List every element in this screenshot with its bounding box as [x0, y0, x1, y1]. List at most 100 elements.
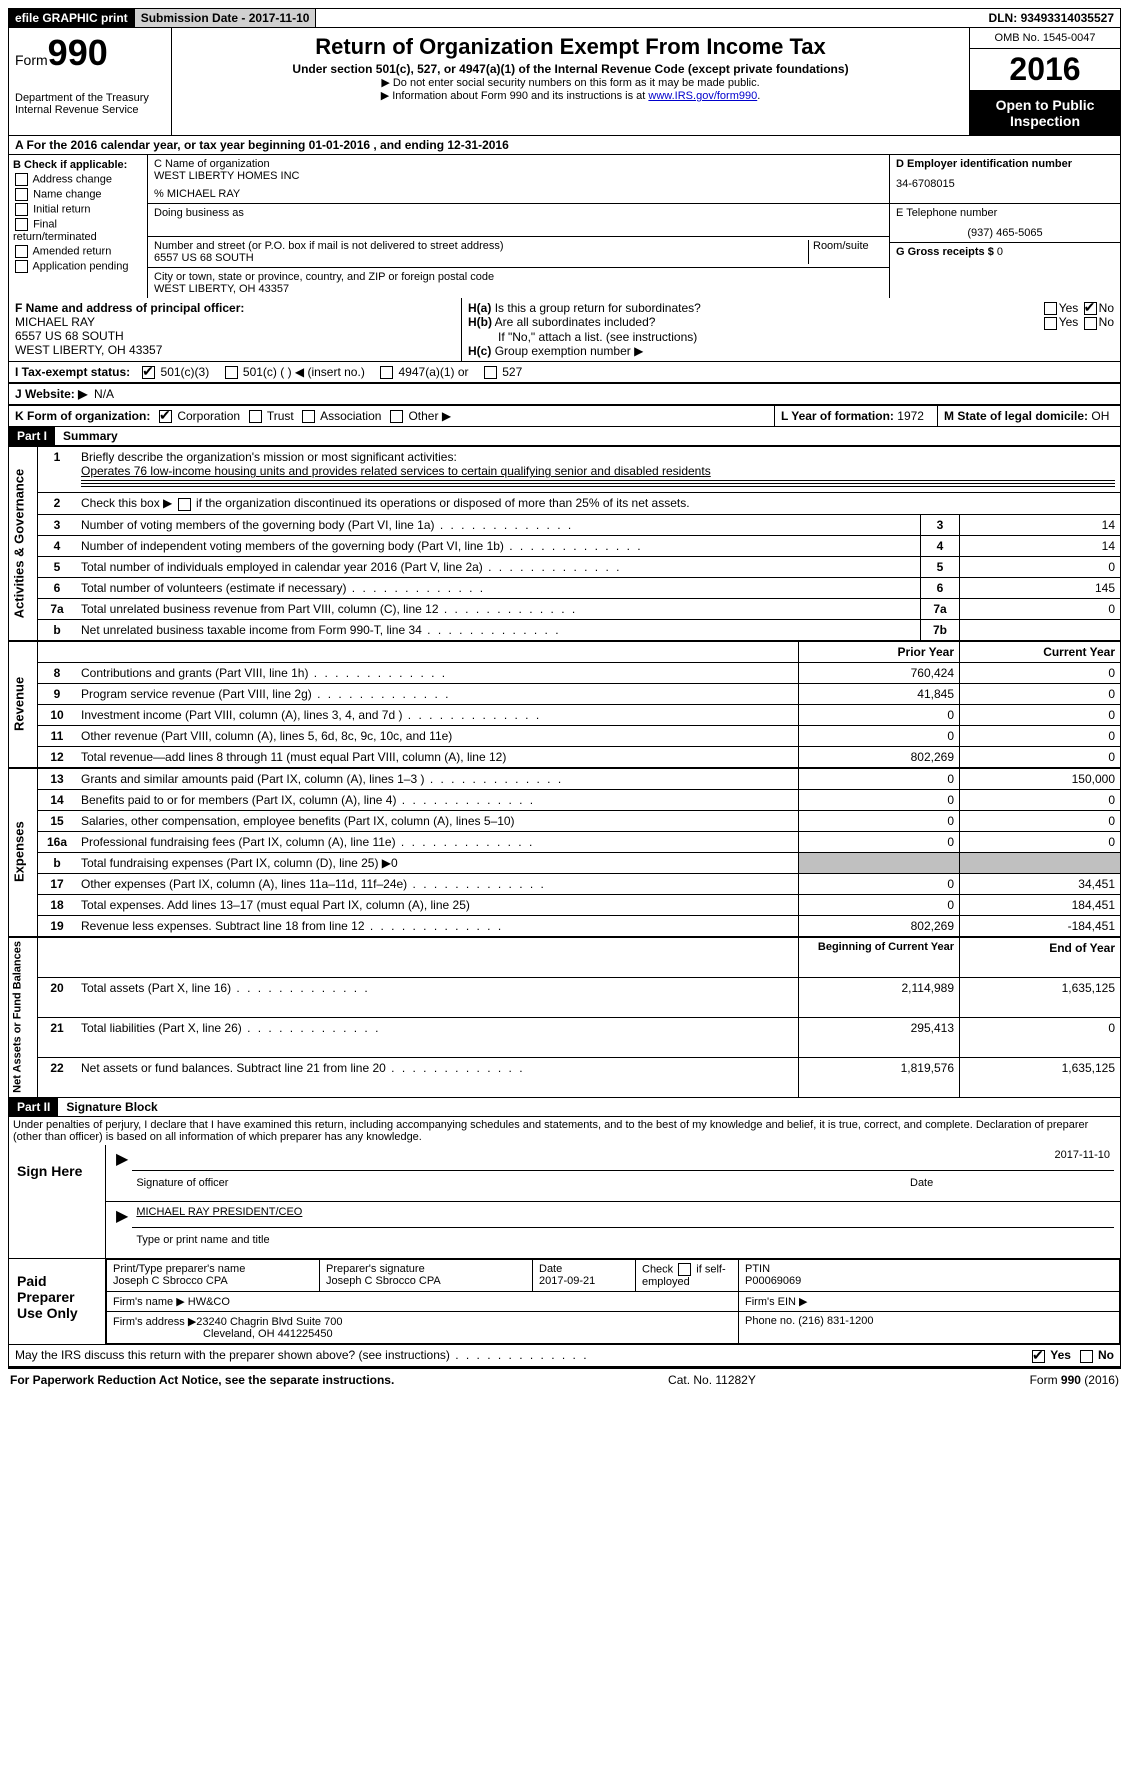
date-label: Date [906, 1175, 1114, 1199]
revenue-table: Revenue Prior YearCurrent Year 8Contribu… [8, 641, 1121, 768]
line7a-val: 0 [960, 598, 1121, 619]
form-number: 990 [48, 32, 108, 73]
k-other[interactable] [390, 410, 403, 423]
form-title: Return of Organization Exempt From Incom… [182, 34, 959, 60]
efile-label: efile GRAPHIC print [9, 9, 135, 27]
side-activities: Activities & Governance [9, 447, 38, 640]
cat-number: Cat. No. 11282Y [668, 1373, 756, 1387]
firm-ein-label: Firm's EIN ▶ [739, 1292, 1120, 1312]
prior-year-header: Prior Year [799, 641, 960, 662]
i-501c3[interactable] [142, 366, 155, 379]
officer-name: MICHAEL RAY [15, 315, 455, 329]
form-subtitle: Under section 501(c), 527, or 4947(a)(1)… [182, 62, 959, 76]
line5-val: 0 [960, 556, 1121, 577]
side-revenue: Revenue [9, 641, 38, 767]
org-name-label: C Name of organization [154, 158, 883, 170]
i-501c[interactable] [225, 366, 238, 379]
section-bcdeg: B Check if applicable: Address change Na… [8, 155, 1121, 298]
website: N/A [94, 387, 114, 401]
org-name: WEST LIBERTY HOMES INC [154, 170, 883, 182]
summary-table: Activities & Governance 1 Briefly descri… [8, 446, 1121, 640]
l-value: 1972 [897, 409, 924, 423]
check-amended[interactable]: Amended return [13, 245, 143, 258]
irs-link[interactable]: www.IRS.gov/form990 [648, 90, 757, 102]
current-year-header: Current Year [960, 641, 1121, 662]
k-trust[interactable] [249, 410, 262, 423]
room-label: Room/suite [809, 240, 883, 264]
k-label: K Form of organization: [15, 409, 150, 423]
hb-no[interactable] [1084, 317, 1097, 330]
signature-block: Sign Here ▶ 2017-11-10 ▶ Signature of of… [8, 1145, 1121, 1259]
l-label: L Year of formation: [781, 409, 894, 423]
m-value: OH [1091, 409, 1109, 423]
line6-val: 145 [960, 577, 1121, 598]
k-corp[interactable] [159, 410, 172, 423]
h-ifno: If "No," attach a list. (see instruction… [468, 330, 1114, 344]
street: 6557 US 68 SOUTH [154, 252, 804, 264]
b-label: B Check if applicable: [13, 159, 143, 171]
i-label: I Tax-exempt status: [15, 365, 130, 379]
side-net: Net Assets or Fund Balances [9, 937, 38, 1098]
submission-date: Submission Date - 2017-11-10 [135, 9, 317, 27]
self-employed-check[interactable]: Check if self-employed [636, 1260, 739, 1292]
irs-label: Internal Revenue Service [15, 104, 165, 116]
q1-label: Briefly describe the organization's miss… [81, 450, 1115, 464]
ein-label: D Employer identification number [896, 158, 1114, 170]
line3-val: 14 [960, 514, 1121, 535]
line4-val: 14 [960, 535, 1121, 556]
open-inspection: Open to Public Inspection [970, 91, 1120, 135]
i-4947[interactable] [380, 366, 393, 379]
paid-preparer-label: Paid Preparer Use Only [9, 1259, 106, 1344]
firm-addr1: 23240 Chagrin Blvd Suite 700 [196, 1316, 342, 1328]
netassets-table: Net Assets or Fund Balances Beginning of… [8, 937, 1121, 1099]
discuss-yes[interactable] [1032, 1350, 1045, 1363]
hc-label: Group exemption number ▶ [495, 344, 644, 358]
footer: For Paperwork Reduction Act Notice, see … [8, 1368, 1121, 1391]
type-name-label: Type or print name and title [132, 1232, 273, 1256]
gross-value: 0 [997, 246, 1003, 258]
ha-no[interactable] [1084, 302, 1097, 315]
tax-year: 2016 [970, 49, 1120, 91]
hb-label: Are all subordinates included? [495, 315, 656, 329]
preparer-block: Paid Preparer Use Only Print/Type prepar… [8, 1259, 1121, 1345]
officer-addr2: WEST LIBERTY, OH 43357 [15, 343, 455, 357]
check-final[interactable]: Final return/terminated [13, 218, 143, 243]
line7b-val [960, 619, 1121, 640]
part-i-label: Part I [9, 427, 55, 445]
form-header: Form990 Department of the Treasury Inter… [8, 28, 1121, 136]
check-name[interactable]: Name change [13, 188, 143, 201]
check-initial[interactable]: Initial return [13, 203, 143, 216]
hb-yes[interactable] [1044, 317, 1057, 330]
check-address[interactable]: Address change [13, 173, 143, 186]
city-label: City or town, state or province, country… [154, 271, 883, 283]
firm-name: HW&CO [188, 1296, 230, 1308]
dba-label: Doing business as [154, 207, 883, 219]
officer-name-title: MICHAEL RAY PRESIDENT/CEO [136, 1206, 1110, 1218]
preparer-date: 2017-09-21 [539, 1275, 629, 1287]
info-note: ▶ Information about Form 990 and its ins… [182, 89, 959, 102]
part-i-title: Summary [55, 427, 126, 445]
m-label: M State of legal domicile: [944, 409, 1088, 423]
discuss-no[interactable] [1080, 1350, 1093, 1363]
ha-yes[interactable] [1044, 302, 1057, 315]
line-a: A For the 2016 calendar year, or tax yea… [8, 136, 1121, 155]
penalties-text: Under penalties of perjury, I declare th… [8, 1117, 1121, 1145]
sig-officer-label: Signature of officer [136, 1177, 228, 1189]
top-bar: efile GRAPHIC print Submission Date - 20… [8, 8, 1121, 28]
street-label: Number and street (or P.O. box if mail i… [154, 240, 804, 252]
end-year-header: End of Year [960, 937, 1121, 977]
i-527[interactable] [484, 366, 497, 379]
ptin-value: P00069069 [745, 1275, 1113, 1287]
sign-date: 2017-11-10 [1055, 1149, 1110, 1161]
dept-treasury: Department of the Treasury [15, 92, 165, 104]
expenses-table: Expenses 13Grants and similar amounts pa… [8, 768, 1121, 937]
check-pending[interactable]: Application pending [13, 260, 143, 273]
dln: DLN: 93493314035527 [316, 9, 1120, 27]
officer-addr1: 6557 US 68 SOUTH [15, 329, 455, 343]
gross-label: G Gross receipts $ [896, 246, 994, 258]
k-assoc[interactable] [302, 410, 315, 423]
side-expenses: Expenses [9, 768, 38, 936]
preparer-name: Joseph C Sbrocco CPA [113, 1275, 313, 1287]
city: WEST LIBERTY, OH 43357 [154, 283, 883, 295]
f-label: F Name and address of principal officer: [15, 301, 455, 315]
